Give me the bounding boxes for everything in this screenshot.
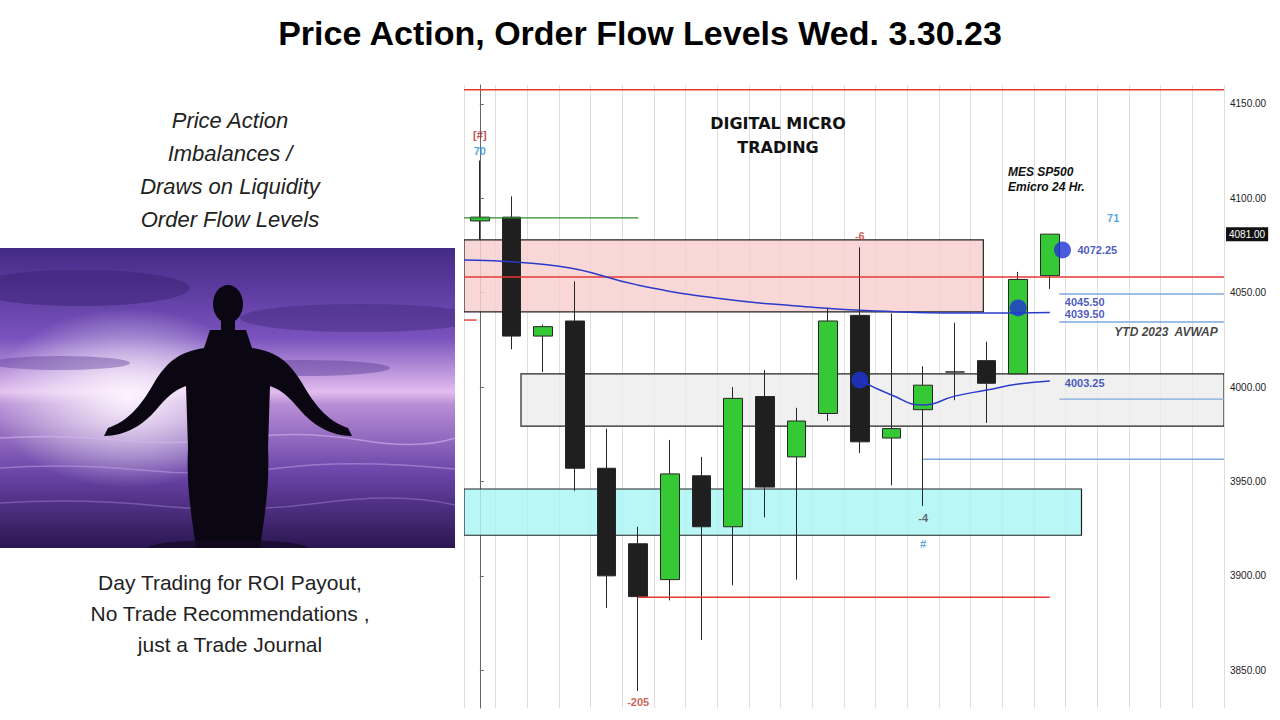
- svg-text:70: 70: [474, 145, 486, 157]
- svg-text:4100.00: 4100.00: [1230, 193, 1267, 204]
- html-text:Order Flow Levels: Order Flow Levels: [140, 207, 320, 232]
- svg-text:4003.25: 4003.25: [1065, 377, 1105, 389]
- svg-text:3950.00: 3950.00: [1230, 476, 1267, 487]
- svg-text:3850.00: 3850.00: [1230, 665, 1267, 676]
- svg-text:4050.00: 4050.00: [1230, 287, 1267, 298]
- svg-text:#: #: [920, 538, 926, 550]
- svg-text:DIGITAL MICRO: DIGITAL MICRO: [710, 114, 846, 133]
- html-text:Price Action, Order Flow Level: Price Action, Order Flow Levels Wed. 3.3…: [278, 14, 1002, 52]
- svg-text:4150.00: 4150.00: [1230, 98, 1267, 109]
- svg-text:Emicro 24 Hr.: Emicro 24 Hr.: [1008, 180, 1085, 194]
- svg-text:4000.00: 4000.00: [1230, 382, 1267, 393]
- svg-text:YTD 2023 AVWAP: YTD 2023 AVWAP: [1114, 325, 1218, 339]
- svg-text:-205: -205: [627, 696, 649, 708]
- html-text:Day Trading for ROI Payout,: Day Trading for ROI Payout,: [98, 571, 362, 594]
- html-text:just a Trade Journal: just a Trade Journal: [137, 633, 323, 656]
- svg-text:4072.25: 4072.25: [1077, 244, 1117, 256]
- html-text:Price Action: Price Action: [171, 108, 289, 133]
- html-text:Draws on Liquidity: Draws on Liquidity: [140, 174, 320, 199]
- html-text:No Trade Recommendations ,: No Trade Recommendations ,: [90, 602, 370, 625]
- svg-text:-4: -4: [918, 512, 929, 524]
- svg-text:TRADING: TRADING: [737, 138, 818, 157]
- svg-text:MES SP500: MES SP500: [1008, 165, 1074, 179]
- svg-text:[#]: [#]: [473, 129, 487, 141]
- svg-text:71: 71: [1107, 212, 1119, 224]
- svg-text:-6: -6: [855, 230, 865, 242]
- svg-text:4039.50: 4039.50: [1065, 308, 1105, 320]
- svg-text:4045.50: 4045.50: [1065, 296, 1105, 308]
- svg-text:3900.00: 3900.00: [1230, 570, 1267, 581]
- html-text:Imbalances /: Imbalances /: [167, 141, 293, 166]
- svg-text:4081.00: 4081.00: [1229, 229, 1266, 240]
